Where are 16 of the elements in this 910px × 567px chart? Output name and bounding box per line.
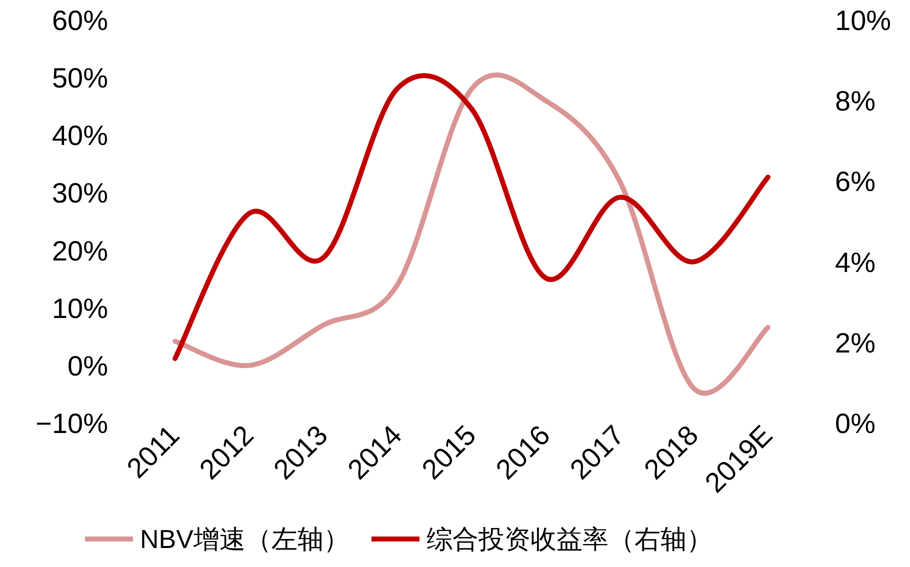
y2-tick-label: 6% [835, 166, 876, 198]
y-tick-label: 50% [52, 62, 108, 94]
y-tick-label: 40% [52, 120, 108, 152]
y-tick-label: 10% [52, 292, 108, 324]
y2-tick-label: 0% [835, 408, 876, 439]
y2-tick-label: 8% [835, 86, 876, 117]
y2-tick-label: 2% [835, 327, 876, 358]
y-tick-label: −10% [36, 408, 108, 439]
legend-label: 综合投资收益率（右轴） [426, 524, 712, 554]
y-tick-label: 60% [52, 5, 108, 36]
y2-tick-label: 4% [835, 246, 876, 278]
y2-tick-label: 10% [835, 5, 892, 36]
legend-label: NBV增速（左轴） [140, 524, 350, 554]
y-tick-label: 0% [68, 350, 108, 382]
y-tick-label: 30% [52, 178, 108, 209]
y-tick-label: 20% [52, 235, 108, 266]
